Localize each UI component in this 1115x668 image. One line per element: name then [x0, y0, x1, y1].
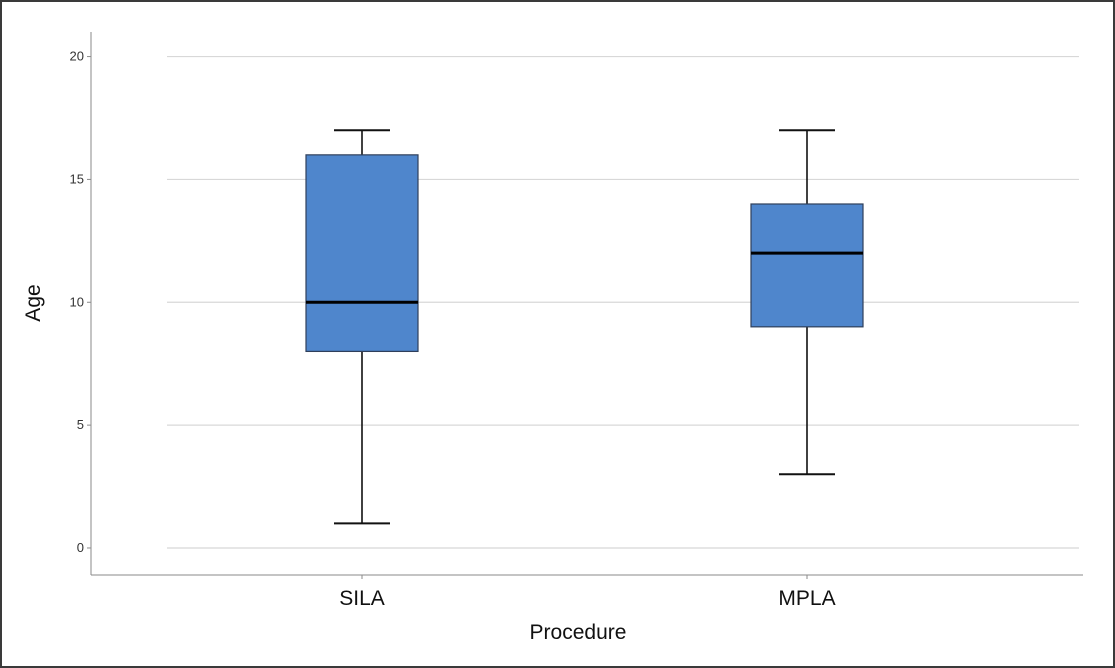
x-tick-labels: SILA MPLA — [339, 575, 836, 610]
iqr-box — [750, 203, 864, 328]
y-tick-label: 5 — [77, 417, 84, 432]
iqr-box — [305, 154, 419, 353]
gridlines — [167, 55, 1079, 549]
y-tick-labels: 0 5 10 15 20 — [70, 49, 91, 555]
box-mpla — [750, 129, 864, 476]
x-tick-label: SILA — [339, 587, 385, 610]
boxes — [305, 129, 864, 525]
y-tick-label: 15 — [70, 171, 84, 186]
y-tick-label: 10 — [70, 294, 84, 309]
y-tick-label: 20 — [70, 49, 84, 64]
y-axis-title: Age — [22, 284, 45, 321]
x-axis-title: Procedure — [530, 621, 627, 644]
box-sila — [305, 129, 419, 525]
y-tick-label: 0 — [77, 540, 84, 555]
axes — [90, 32, 1083, 576]
x-tick-label: MPLA — [778, 587, 835, 610]
